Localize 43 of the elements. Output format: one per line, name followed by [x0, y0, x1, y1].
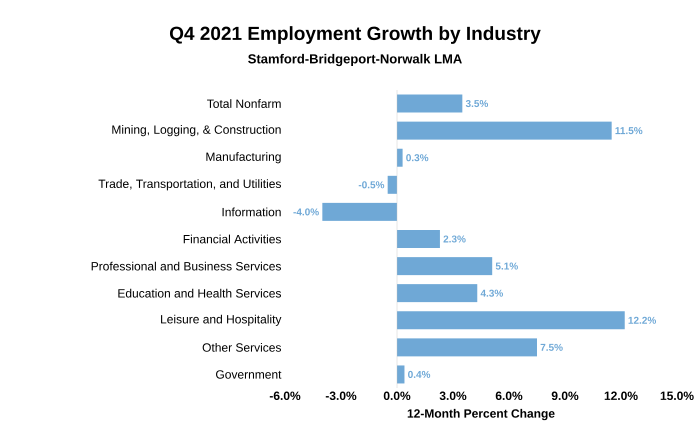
data-label: 2.3% — [443, 235, 466, 243]
y-tick-label: Manufacturing — [206, 152, 281, 164]
x-tick-label: 15.0% — [660, 392, 694, 400]
x-axis-title: 12-Month Percent Change — [408, 408, 555, 420]
bar — [397, 311, 625, 330]
y-tick-label: Information — [222, 208, 281, 216]
y-tick-label: Financial Activities — [184, 234, 282, 244]
bar — [388, 176, 398, 194]
y-tick-label: Education and Health Services — [118, 288, 281, 298]
data-label: 4.3% — [480, 290, 503, 297]
data-label: 11.5% — [615, 127, 642, 134]
y-tick-label: Government — [216, 370, 282, 379]
data-label: 0.4% — [408, 370, 430, 378]
bar — [322, 202, 398, 221]
bar — [397, 338, 537, 356]
data-label: 12.2% — [628, 316, 656, 324]
bar — [397, 284, 478, 302]
bar — [397, 365, 404, 384]
x-tick-label: 9.0% — [552, 392, 578, 400]
x-tick-label: 3.0% — [440, 392, 466, 400]
y-tick-label: Mining, Logging, & Construction — [112, 125, 281, 136]
x-tick-label: -6.0% — [270, 392, 300, 400]
bar — [397, 257, 492, 276]
data-label: 0.3% — [406, 154, 428, 162]
y-tick-label: Other Services — [202, 342, 282, 352]
y-tick-label: Trade, Transportation, and Utilities — [98, 179, 282, 190]
x-tick-label: -3.0% — [326, 392, 356, 400]
y-tick-label: Total Nonfarm — [207, 99, 281, 108]
data-label: 3.5% — [466, 100, 488, 108]
y-tick-label: Professional and Business Services — [92, 262, 281, 270]
data-label: -0.5% — [358, 181, 384, 188]
y-tick-label: Leisure and Hospitality — [161, 314, 282, 326]
chart-title: Q4 2021 Employment Growth by Industry — [170, 26, 541, 44]
bar — [397, 94, 462, 113]
bar — [397, 122, 612, 140]
data-label: 5.1% — [496, 262, 518, 270]
x-tick-label: 6.0% — [496, 392, 522, 400]
chart-subtitle: Stamford-Bridgeport-Norwalk LMA — [248, 54, 462, 66]
x-tick-label: 12.0% — [604, 392, 638, 400]
x-tick-label: 0.0% — [384, 392, 410, 400]
bar — [397, 230, 440, 248]
data-label: -4.0% — [293, 208, 319, 216]
data-label: 7.5% — [540, 344, 563, 351]
